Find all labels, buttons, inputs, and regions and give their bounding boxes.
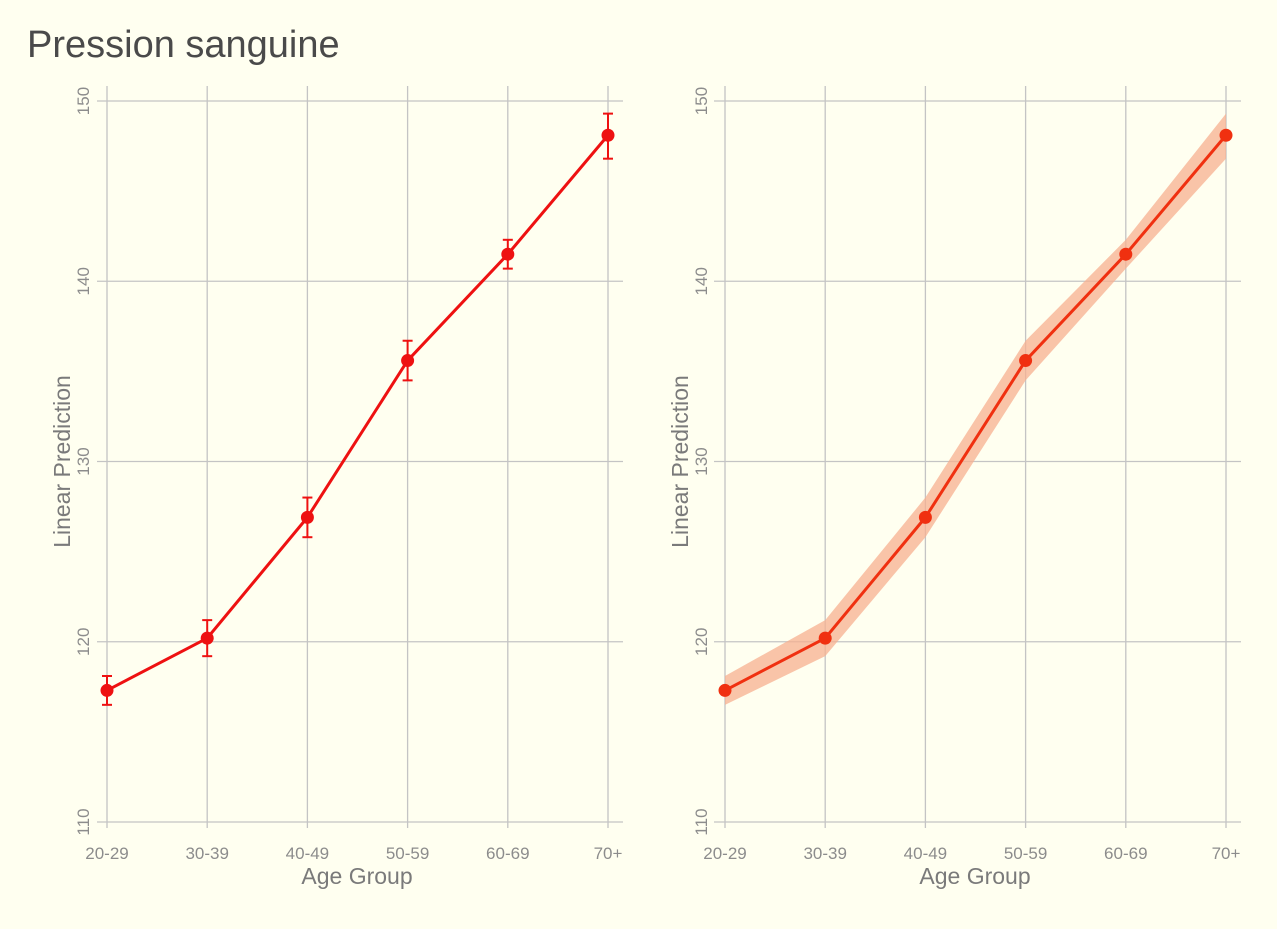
x-tick-label: 70+ xyxy=(1212,844,1241,863)
y-tick-label: 120 xyxy=(692,628,711,656)
page-title: Pression sanguine xyxy=(27,24,340,66)
chart-panel-right: 110 120 130 140 150 20-29 30-39 40-49 50-59 60-69… xyxy=(667,86,1241,889)
y-tick-label: 120 xyxy=(74,628,93,656)
data-point xyxy=(200,631,214,645)
x-tick-label: 70+ xyxy=(594,844,623,863)
data-point xyxy=(501,247,515,261)
x-tick-label: 50-59 xyxy=(386,844,429,863)
y-tick-label: 110 xyxy=(692,808,711,835)
x-tick-label: 30-39 xyxy=(185,844,228,863)
data-point xyxy=(1119,247,1133,261)
x-axis-title: Age Group xyxy=(301,863,412,889)
data-point xyxy=(1219,128,1233,142)
x-tick-label: 50-59 xyxy=(1004,844,1047,863)
confidence-band xyxy=(725,113,1226,705)
x-tick-label: 40-49 xyxy=(286,844,329,863)
x-axis-title: Age Group xyxy=(919,863,1030,889)
x-tick-label: 60-69 xyxy=(1104,844,1147,863)
y-tick-label: 150 xyxy=(74,87,93,115)
series-line xyxy=(724,134,1228,692)
x-tick-label: 20-29 xyxy=(85,844,128,863)
x-tick-label: 40-49 xyxy=(904,844,947,863)
y-tick-label: 140 xyxy=(692,267,711,295)
y-axis-title: Linear Prediction xyxy=(667,375,693,548)
x-tick-label: 30-39 xyxy=(803,844,846,863)
y-tick-label: 110 xyxy=(74,808,93,835)
data-point xyxy=(300,510,314,524)
y-axis-title: Linear Prediction xyxy=(49,375,75,548)
series-line xyxy=(106,134,610,692)
data-point xyxy=(601,128,615,142)
y-tick-label: 150 xyxy=(692,87,711,115)
y-tick-label: 130 xyxy=(74,447,93,475)
data-point xyxy=(918,510,932,524)
x-tick-label: 20-29 xyxy=(703,844,746,863)
chart-panel-left: 110 120 130 140 150 20-29 30-39 40-49 50-59 60-69… xyxy=(49,86,623,889)
data-point xyxy=(818,631,832,645)
data-point xyxy=(100,683,114,697)
data-point xyxy=(718,683,732,697)
y-tick-label: 130 xyxy=(692,447,711,475)
y-tick-label: 140 xyxy=(74,267,93,295)
data-point xyxy=(1019,354,1033,368)
data-point xyxy=(401,354,415,368)
x-tick-label: 60-69 xyxy=(486,844,529,863)
